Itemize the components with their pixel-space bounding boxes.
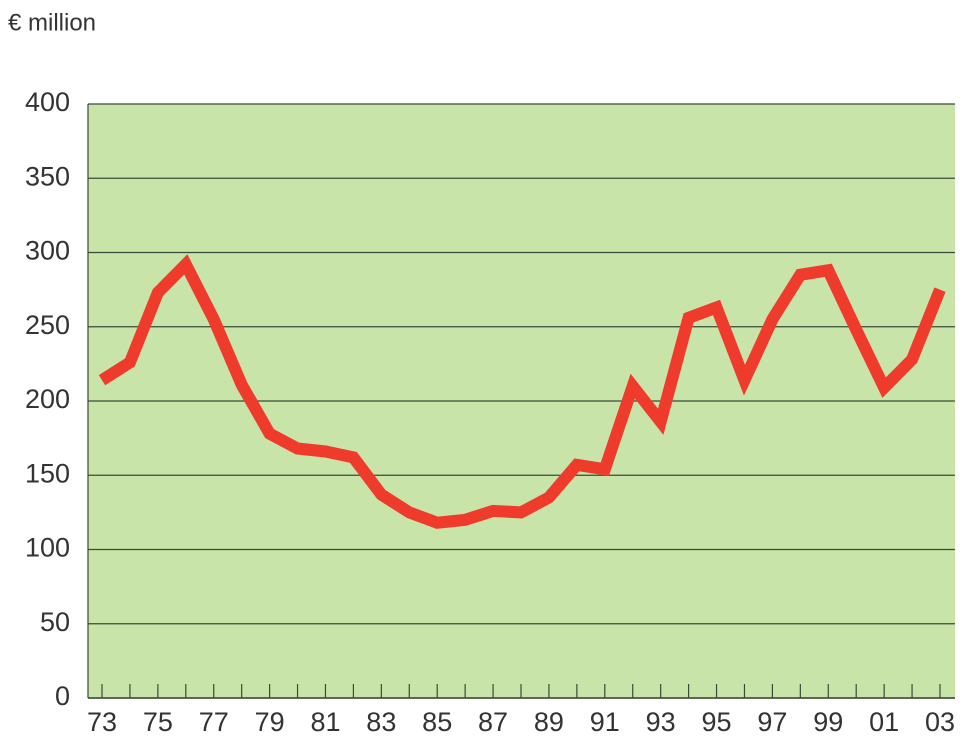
y-tick-label: 150	[25, 458, 70, 488]
data-line	[98, 254, 946, 529]
x-tick-label: 73	[87, 707, 117, 737]
x-tick-label: 77	[199, 707, 229, 737]
y-tick-label: 250	[25, 310, 70, 340]
x-tick-label: 03	[925, 707, 955, 737]
x-tick-label: 81	[310, 707, 340, 737]
y-tick-label: 100	[25, 533, 70, 563]
x-tick-label: 75	[143, 707, 173, 737]
x-tick-label: 89	[534, 707, 564, 737]
x-tick-label: 79	[255, 707, 285, 737]
x-tick-label: 87	[478, 707, 508, 737]
y-axis-label: € million	[8, 9, 96, 36]
x-tick-label: 97	[757, 707, 787, 737]
y-tick-label: 300	[25, 236, 70, 266]
y-tick-label: 50	[40, 607, 70, 637]
y-tick-label: 200	[25, 384, 70, 414]
y-tick-label: 350	[25, 161, 70, 191]
x-tick-label: 93	[646, 707, 676, 737]
x-tick-label: 99	[813, 707, 843, 737]
x-tick-label: 91	[590, 707, 620, 737]
x-tick-label: 83	[366, 707, 396, 737]
y-tick-label: 400	[25, 87, 70, 117]
x-tick-label: 01	[869, 707, 899, 737]
x-tick-label: 85	[422, 707, 452, 737]
y-tick-label: 0	[55, 681, 70, 711]
x-tick-label: 95	[702, 707, 732, 737]
